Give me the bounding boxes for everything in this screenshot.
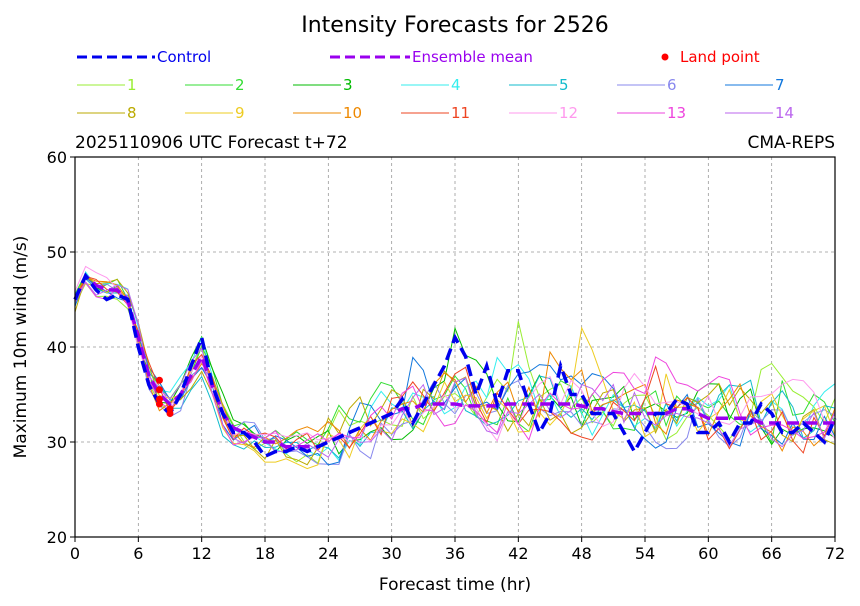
x-tick-label: 42 xyxy=(508,544,528,563)
land-point-marker xyxy=(155,376,163,384)
x-axis-label: Forecast time (hr) xyxy=(379,575,531,595)
member-line-5 xyxy=(74,278,836,459)
legend-member-label: 9 xyxy=(235,104,245,122)
chart-subtitle-left: 2025110906 UTC Forecast t+72 xyxy=(75,133,348,153)
x-tick-label: 18 xyxy=(255,544,275,563)
member-legend: 1 2 3 4 5 6 78 9 10 11 12 13 14 xyxy=(77,76,794,122)
chart-title: Intensity Forecasts for 2526 xyxy=(301,13,609,38)
legend-member-label: 5 xyxy=(559,76,569,94)
x-tick-label: 60 xyxy=(698,544,718,563)
member-line-14 xyxy=(74,280,836,458)
x-tick-label: 0 xyxy=(70,544,80,563)
land-point-marker xyxy=(155,386,163,394)
land-point-marker xyxy=(166,410,174,417)
legend-member-label: 4 xyxy=(451,76,461,94)
y-axis-label: Maximum 10m wind (m/s) xyxy=(11,236,31,459)
x-tick-label: 48 xyxy=(571,544,591,563)
legend-member-label: 8 xyxy=(127,104,137,122)
legend-member-label: 10 xyxy=(343,104,362,122)
grid xyxy=(75,157,835,537)
land-point-marker xyxy=(155,400,163,408)
legend-land-point-label: Land point xyxy=(680,48,760,66)
member-line-7 xyxy=(74,276,836,466)
member-line-10 xyxy=(74,276,836,453)
legend-member-label: 14 xyxy=(775,104,794,122)
x-tick-label: 30 xyxy=(381,544,401,563)
x-tick-label: 72 xyxy=(825,544,845,563)
y-tick-label: 20 xyxy=(47,528,67,547)
x-tick-label: 24 xyxy=(318,544,338,563)
legend-land-point-marker xyxy=(661,53,669,61)
y-tick-label: 30 xyxy=(47,433,67,452)
legend-member-label: 6 xyxy=(667,76,677,94)
legend-member-label: 13 xyxy=(667,104,686,122)
legend-member-label: 2 xyxy=(235,76,245,94)
legend-ensemble-mean-label: Ensemble mean xyxy=(412,48,533,66)
x-tick-label: 66 xyxy=(761,544,781,563)
member-line-2 xyxy=(74,272,836,446)
legend-member-label: 1 xyxy=(127,76,137,94)
member-line-12 xyxy=(74,265,836,443)
x-tick-label: 6 xyxy=(133,544,143,563)
axis-ticks: 0 6 12 18 24 30 36 42 48 54 60 66 72 20 30 40 50 60 xyxy=(47,148,846,563)
x-tick-label: 54 xyxy=(635,544,655,563)
member-line-11 xyxy=(74,275,836,454)
y-tick-label: 60 xyxy=(47,148,67,167)
legend-member-label: 3 xyxy=(343,76,353,94)
y-tick-label: 50 xyxy=(47,243,67,262)
y-tick-label: 40 xyxy=(47,338,67,357)
legend-member-label: 12 xyxy=(559,104,578,122)
x-tick-label: 12 xyxy=(191,544,211,563)
legend-member-label: 7 xyxy=(775,76,785,94)
chart-subtitle-right: CMA-REPS xyxy=(747,133,835,153)
ensemble-mean-line xyxy=(73,272,835,449)
legend-control-label: Control xyxy=(157,48,211,66)
plot-lines xyxy=(73,265,837,470)
x-tick-label: 36 xyxy=(445,544,465,563)
control-line xyxy=(73,272,837,459)
legend-member-label: 11 xyxy=(451,104,470,122)
